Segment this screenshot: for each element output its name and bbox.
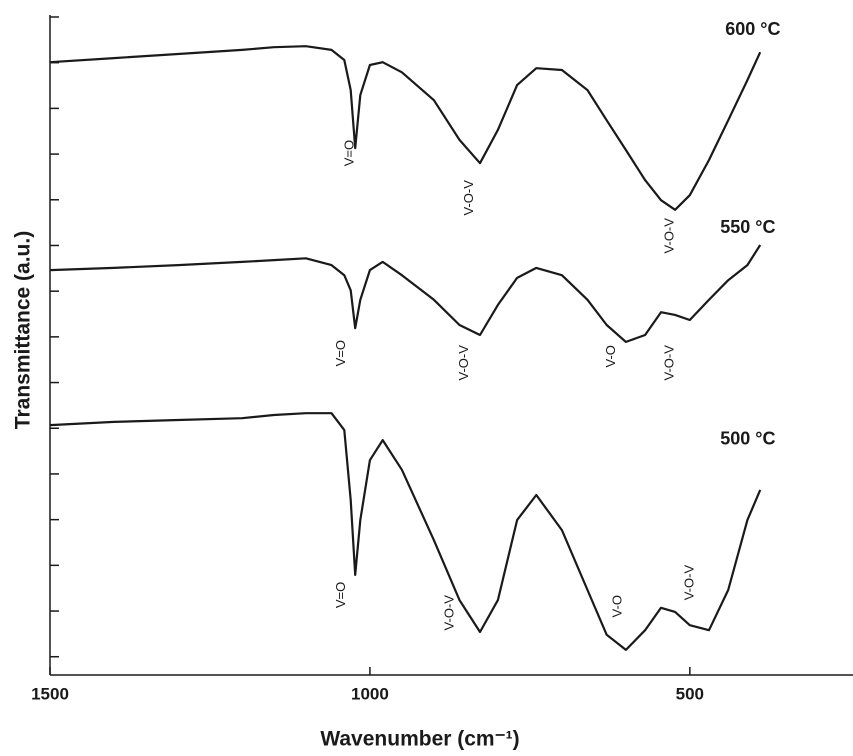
spectrum-line: [49, 244, 762, 343]
y-axis-title: Transmittance (a.u.): [12, 231, 35, 429]
peak-annotation: V=O: [333, 340, 348, 366]
peak-annotation: V-O-V: [441, 595, 456, 631]
series-label: 550 °C: [720, 217, 775, 237]
x-tick-label: 1000: [351, 684, 389, 703]
series-label: 600 °C: [725, 19, 780, 39]
peak-annotation: V=O: [333, 582, 348, 608]
peak-annotation: V-O-V: [461, 180, 476, 216]
peak-annotation: V-O-V: [456, 345, 471, 381]
x-tick-label: 1500: [31, 684, 69, 703]
peak-annotation: V=O: [342, 140, 357, 166]
peak-annotation: V-O: [603, 345, 618, 367]
peak-annotation: V-O-V: [661, 218, 676, 254]
spectrum-line: [49, 412, 762, 651]
peak-annotation: V-O-V: [681, 565, 696, 601]
peak-annotation: V-O: [610, 595, 625, 617]
peak-annotation: V-O-V: [661, 345, 676, 381]
spectrum-line: [49, 45, 762, 211]
x-axis-title: Wavenumber (cm⁻¹): [320, 728, 519, 751]
x-tick-label: 500: [676, 684, 704, 703]
series-label: 500 °C: [720, 429, 775, 449]
